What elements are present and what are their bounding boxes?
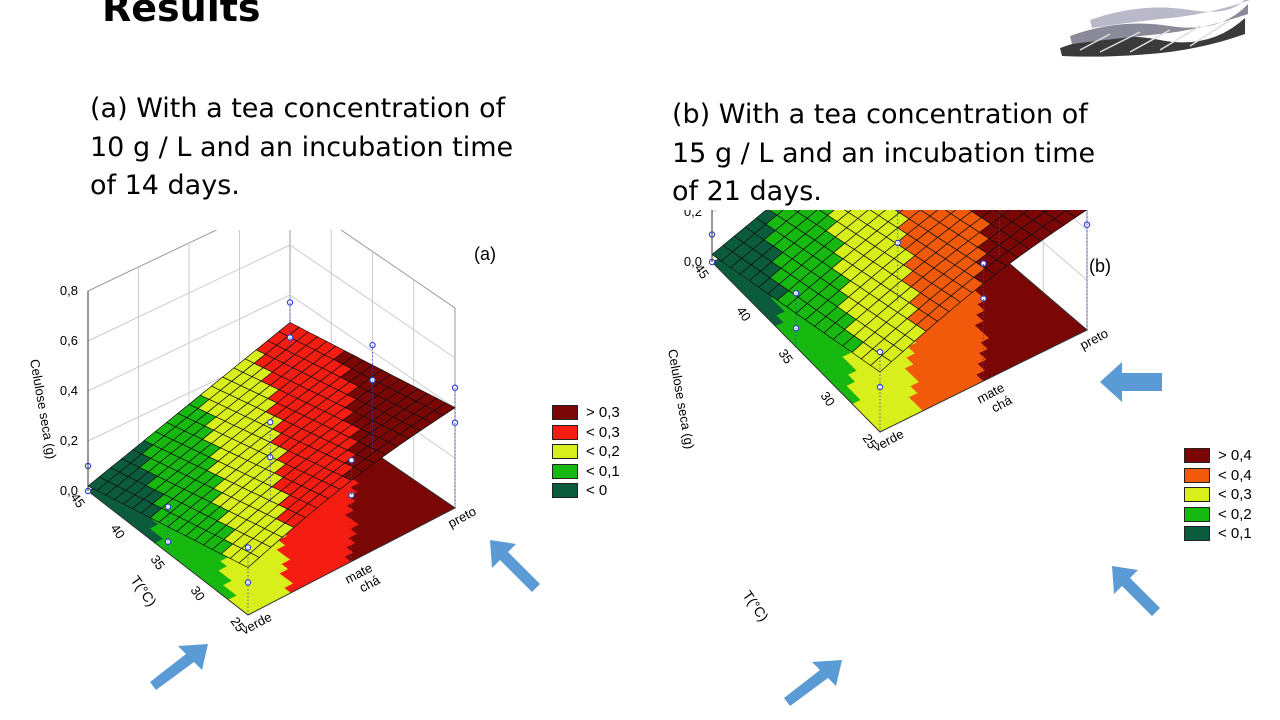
z-tick-label: 0,4 [60,383,78,398]
legend-label: < 0,1 [586,462,620,480]
arrow-icon [1100,362,1162,402]
x-tick-label: 25 [860,431,881,451]
response-surface [87,322,456,568]
data-point [980,260,987,267]
z-tick-label: 0,2 [60,433,78,448]
z-tick-label: 0,8 [60,283,78,298]
x-tick-label: 35 [148,552,169,572]
z-axis: 0,00,20,40,60,8 [684,210,713,269]
x-axis-label: T(°C) [128,573,160,610]
z-tick-label: 0,0 [60,483,78,498]
x-tick-label: 30 [188,583,209,603]
legend-swatch [552,424,578,440]
legend-entry: < 0 [552,481,620,501]
x-axis: 25 30 35 40 45 [68,490,249,634]
panel-label: (a) [474,244,496,264]
arrow-icon [784,660,842,706]
legend-label: > 0,4 [1218,447,1252,465]
legend-entry: > 0,3 [552,403,620,423]
legend-swatch [552,444,578,460]
legend-label: < 0,1 [1218,525,1252,543]
x-tick-label: 25 [228,614,249,634]
legend-entry: < 0,1 [552,462,620,482]
legend-a: > 0,3 < 0,3 < 0,2 < 0,1 < 0 [552,403,620,501]
slide-title: Results [102,0,261,30]
x-tick-label: 30 [818,389,839,409]
x-tick-label: 45 [68,490,89,510]
observed-points [708,210,1091,432]
y-tick-label: verde [870,426,906,455]
decorative-logo [1060,0,1250,57]
arrow-icon [1112,566,1160,616]
legend-entry: > 0,4 [1184,446,1252,466]
x-tick-label: 40 [734,304,755,324]
legend-entry: < 0,4 [1184,466,1252,486]
x-tick-label: 45 [692,261,713,281]
legend-entry: < 0,3 [1184,485,1252,505]
legend-label: < 0,2 [1218,505,1252,523]
panel-label: (b) [1089,256,1111,276]
legend-entry: < 0,1 [1184,524,1252,544]
legend-label: > 0,3 [586,404,620,422]
arrow-icon [150,644,208,690]
legend-entry: < 0,2 [1184,505,1252,525]
data-point [369,341,376,349]
x-tick-label: 35 [776,346,797,366]
caption-b: (b) With a tea concentration of 15 g / L… [672,99,1096,207]
x-tick-label: 40 [108,521,129,541]
legend-label: < 0,4 [1218,466,1252,484]
legend-label: < 0 [586,482,608,500]
x-axis: 25 30 35 40 45 [692,261,881,451]
legend-entry: < 0,2 [552,442,620,462]
legend-label: < 0,3 [1218,486,1252,504]
response-surface [711,210,1088,373]
legend-b: > 0,4 < 0,4 < 0,3 < 0,2 < 0,1 [1184,446,1252,544]
legend-entry: < 0,3 [552,423,620,443]
x-axis-label: T(°C) [740,588,772,625]
chart-a: 0,0 0,2 0,4 0,6 0,8 Celulose seca (g) 25 30 35 40… [27,230,496,638]
legend-swatch [1184,448,1210,464]
legend-label: < 0,3 [586,423,620,441]
legend-swatch [552,483,578,499]
z-tick-label: 0,0 [684,254,702,269]
y-tick-label: verde [238,609,274,638]
legend-swatch [552,463,578,479]
legend-swatch [1184,467,1210,483]
legend-label: < 0,2 [586,443,620,461]
z-axis-label: Celulose seca (g) [27,358,59,460]
z-axis-label: Celulose seca (g) [665,348,697,450]
legend-swatch [1184,506,1210,522]
legend-swatch [1184,487,1210,503]
caption-a: (a) With a tea concentration of 10 g / L… [90,93,514,201]
z-tick-label: 0,6 [60,333,78,348]
legend-swatch [552,405,578,421]
legend-swatch [1184,526,1210,542]
z-tick-label: 0,2 [684,210,702,219]
z-axis: 0,0 0,2 0,4 0,6 0,8 [60,283,89,498]
arrow-icon [490,540,540,592]
